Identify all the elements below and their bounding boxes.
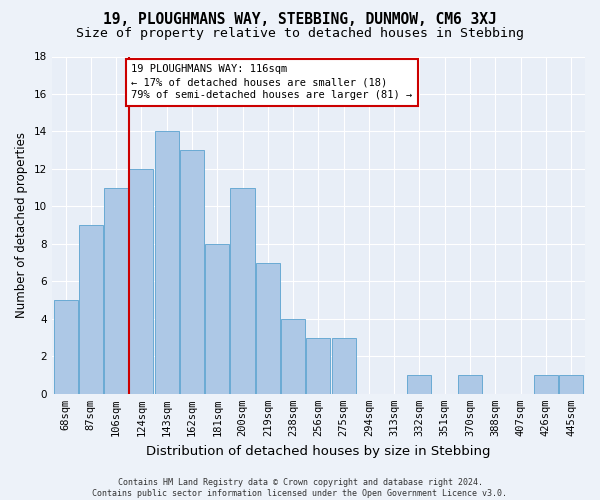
Bar (559, 375, 583, 394)
Bar (407, 375, 431, 394)
Bar (534, 375, 558, 394)
Bar (104, 188, 128, 394)
Text: Contains HM Land Registry data © Crown copyright and database right 2024.
Contai: Contains HM Land Registry data © Crown c… (92, 478, 508, 498)
Bar (230, 188, 254, 394)
Text: Size of property relative to detached houses in Stebbing: Size of property relative to detached ho… (76, 28, 524, 40)
Text: 19, PLOUGHMANS WAY, STEBBING, DUNMOW, CM6 3XJ: 19, PLOUGHMANS WAY, STEBBING, DUNMOW, CM… (103, 12, 497, 28)
Bar (256, 262, 280, 394)
Bar (205, 244, 229, 394)
Bar (155, 132, 179, 394)
Bar (180, 150, 204, 394)
Bar (53, 300, 77, 394)
Bar (332, 338, 356, 394)
Bar (130, 169, 154, 394)
Bar (281, 319, 305, 394)
Bar (307, 338, 331, 394)
X-axis label: Distribution of detached houses by size in Stebbing: Distribution of detached houses by size … (146, 444, 491, 458)
Y-axis label: Number of detached properties: Number of detached properties (15, 132, 28, 318)
Bar (458, 375, 482, 394)
Bar (79, 225, 103, 394)
Text: 19 PLOUGHMANS WAY: 116sqm
← 17% of detached houses are smaller (18)
79% of semi-: 19 PLOUGHMANS WAY: 116sqm ← 17% of detac… (131, 64, 413, 100)
